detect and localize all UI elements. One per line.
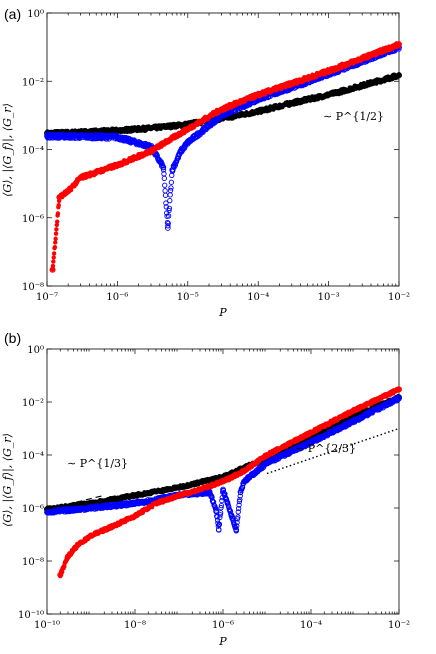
x-tick-label: 10⁻² — [388, 620, 410, 631]
data-point — [52, 244, 58, 250]
x-tick-label: 10⁻⁴ — [300, 620, 322, 631]
panel-a: (a) 10⁻⁷ 10⁻⁶ 10⁻⁵ 10⁻⁴ 10⁻³ 10⁻² 10⁻⁸ 10⁻⁶ 10⁻⁴… — [1, 6, 410, 319]
data-point — [165, 213, 172, 219]
panel-b: (b) 10⁻¹⁰ 10⁻⁸ 10⁻⁶ 10⁻⁴ 10⁻²10⁻¹⁰10⁻⁸10⁻⁶10… — [1, 330, 410, 648]
x-tick-label: 10⁻⁶ — [106, 292, 128, 303]
data-point-anchor — [218, 112, 225, 119]
data-point — [50, 267, 55, 272]
y-tick-label: 10⁻⁸ — [22, 557, 44, 568]
plot-frame-a — [46, 12, 400, 287]
data-point-anchor — [178, 148, 184, 154]
data-point — [53, 236, 58, 241]
data-point — [51, 251, 57, 256]
data-point — [168, 179, 175, 185]
data-point-anchor — [44, 133, 50, 139]
data-point-anchor — [184, 139, 191, 146]
data-point — [54, 219, 60, 224]
x-tick-label: 10⁻⁷ — [36, 292, 58, 303]
data-point-anchor — [396, 72, 403, 79]
data-point-anchor — [359, 82, 366, 89]
x-axis-label-a: P — [218, 306, 227, 319]
x-tick-label: 10⁻⁴ — [247, 292, 269, 303]
panel-label-a: (a) — [4, 6, 21, 22]
data-markers-a — [43, 41, 403, 273]
y-tick-label: 10⁻⁸ — [22, 282, 44, 293]
data-point — [167, 187, 174, 194]
data-point — [160, 167, 167, 173]
y-tick-label: 10⁻⁴ — [22, 451, 44, 462]
x-tick-label: 10⁻² — [388, 292, 410, 303]
data-point-anchor — [255, 108, 262, 115]
data-point — [162, 192, 169, 198]
data-point-anchor — [147, 125, 154, 132]
x-tick-label: 10⁻⁵ — [177, 292, 199, 303]
x-tick-label: 10⁻⁸ — [124, 620, 146, 631]
y-tick-label: 10⁰ — [27, 9, 44, 20]
data-point — [167, 198, 173, 204]
y-tick-label: 10⁻¹⁰ — [18, 610, 44, 621]
y-tick-label: 10⁻² — [22, 77, 44, 88]
data-point-anchor — [169, 167, 176, 173]
data-point — [53, 240, 58, 245]
data-point — [51, 255, 56, 260]
x-tick-label: 10⁻³ — [318, 292, 340, 303]
data-point-anchor — [160, 164, 167, 171]
data-point — [166, 207, 172, 214]
y-axis-label-a: ⟨G⟩, |⟨G_f⟩|, ⟨G_r⟩ — [1, 103, 15, 197]
data-point — [162, 188, 168, 194]
data-point — [167, 192, 173, 198]
panel-label-b: (b) — [4, 330, 21, 346]
data-point-anchor — [288, 100, 295, 107]
data-point — [168, 185, 174, 191]
annotation-p12: ∼ P^{1/2} — [323, 110, 384, 123]
y-tick-label: 10⁻² — [22, 398, 44, 409]
data-point — [164, 219, 171, 226]
data-point — [54, 227, 59, 232]
ticks-b: 10⁻¹⁰ 10⁻⁸ 10⁻⁶ 10⁻⁴ 10⁻² 10⁻¹⁰ 10⁻⁸ 10⁻⁶ 10⁻⁴ 10… — [18, 345, 410, 631]
data-point-anchor — [164, 225, 171, 231]
data-markers-b — [43, 386, 403, 579]
data-point — [162, 182, 168, 188]
y-tick-label: 10⁻⁶ — [22, 504, 44, 515]
data-point — [166, 205, 173, 212]
y-tick-label: 10⁻⁶ — [22, 214, 44, 225]
x-tick-label: 10⁻⁶ — [212, 620, 234, 631]
data-point — [53, 231, 59, 236]
data-point-anchor — [114, 134, 121, 141]
y-tick-label: 10⁻⁴ — [22, 146, 44, 157]
data-point — [163, 200, 169, 206]
data-point — [54, 222, 60, 228]
data-point — [56, 202, 61, 208]
data-point — [55, 211, 61, 216]
data-point — [161, 175, 167, 182]
x-tick-label: 10⁻¹⁰ — [34, 620, 60, 631]
data-point — [51, 259, 56, 264]
ticks-a: 10⁻⁷ 10⁻⁶ 10⁻⁵ 10⁻⁴ 10⁻³ 10⁻² 10⁻⁸ 10⁻⁶ 10⁻⁴ 10⁻²… — [22, 9, 410, 303]
y-tick-label: 10⁰ — [27, 345, 44, 356]
data-point — [165, 223, 171, 229]
